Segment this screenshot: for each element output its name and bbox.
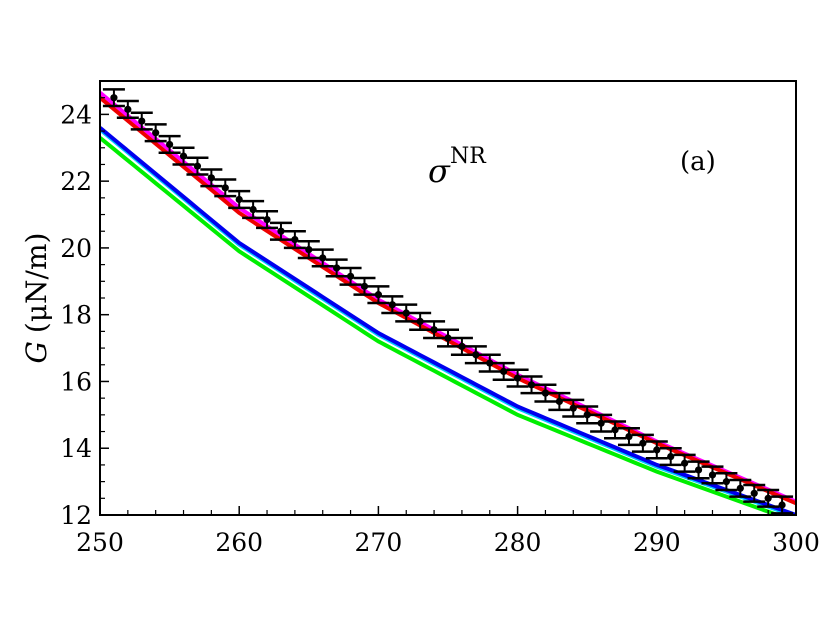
data-point-45 [729, 478, 752, 498]
data-point-35 [590, 413, 613, 433]
y-tick-label-14: 14 [60, 434, 92, 463]
data-point-47 [757, 488, 780, 508]
x-tick-label-270: 270 [355, 528, 403, 557]
data-point-15 [311, 248, 334, 268]
data-point-11 [256, 209, 279, 230]
y-tick-label-24: 24 [60, 100, 92, 129]
data-point-2 [130, 111, 153, 131]
y-tick-label-20: 20 [60, 234, 92, 263]
data-point-27 [478, 353, 501, 373]
y-axis-label: G (μN/m) [20, 233, 53, 364]
data-point-37 [617, 426, 640, 447]
data-point-0 [102, 88, 125, 108]
data-point-25 [450, 336, 473, 357]
data-point-42 [687, 460, 710, 480]
y-tick-label-16: 16 [60, 367, 92, 396]
data-point-1 [116, 99, 139, 119]
data-point-38 [631, 433, 654, 453]
y-tick-label-18: 18 [60, 301, 92, 330]
data-point-30 [520, 375, 543, 395]
data-point-8 [214, 178, 237, 198]
x-tick-label-290: 290 [633, 528, 681, 557]
x-tick-label-280: 280 [494, 528, 542, 557]
y-axis-label-unit: (μN/m) [20, 233, 53, 334]
data-point-43 [701, 465, 724, 485]
data-point-16 [325, 258, 348, 278]
data-point-6 [186, 156, 209, 176]
data-point-13 [283, 229, 306, 250]
data-point-23 [423, 320, 446, 340]
data-point-20 [381, 295, 404, 315]
data-point-10 [242, 199, 265, 220]
data-point-28 [492, 361, 515, 382]
data-point-41 [673, 453, 696, 473]
data-point-3 [144, 123, 167, 143]
data-point-34 [576, 405, 599, 425]
y-axis-label-symbol: G [20, 341, 53, 363]
data-point-17 [339, 266, 362, 286]
data-point-39 [645, 440, 668, 460]
x-tick-label-250: 250 [76, 528, 124, 557]
x-tick-label-260: 260 [215, 528, 263, 557]
panel-label: (a) [680, 147, 716, 177]
axis-ticks: 250 260 270 280 290 300 12 14 16 18 20 22 24 [60, 97, 820, 557]
data-point-18 [353, 276, 376, 296]
data-point-12 [269, 221, 292, 241]
data-point-46 [743, 483, 766, 503]
y-tick-label-12: 12 [60, 501, 92, 530]
data-point-24 [437, 328, 459, 348]
sigma-annotation: σ [428, 152, 451, 190]
data-points [102, 88, 794, 515]
data-point-21 [395, 303, 418, 323]
sigma-superscript: NR [450, 144, 487, 169]
data-point-36 [604, 420, 627, 440]
data-point-44 [715, 472, 738, 492]
series-line-2 [100, 126, 796, 515]
data-point-31 [534, 383, 557, 403]
series-line-0 [100, 136, 784, 515]
data-point-40 [659, 446, 682, 467]
data-point-19 [367, 285, 390, 305]
data-point-33 [562, 398, 585, 418]
data-point-9 [228, 189, 251, 210]
y-tick-label-22: 22 [60, 167, 92, 196]
data-point-26 [464, 345, 487, 365]
data-point-22 [409, 311, 432, 331]
data-point-5 [172, 146, 195, 166]
data-point-29 [506, 368, 529, 388]
data-point-48 [771, 495, 794, 515]
data-point-14 [297, 239, 320, 260]
x-tick-label-300: 300 [772, 528, 820, 557]
data-point-32 [548, 391, 571, 412]
data-point-4 [158, 134, 181, 155]
data-point-7 [200, 168, 223, 188]
